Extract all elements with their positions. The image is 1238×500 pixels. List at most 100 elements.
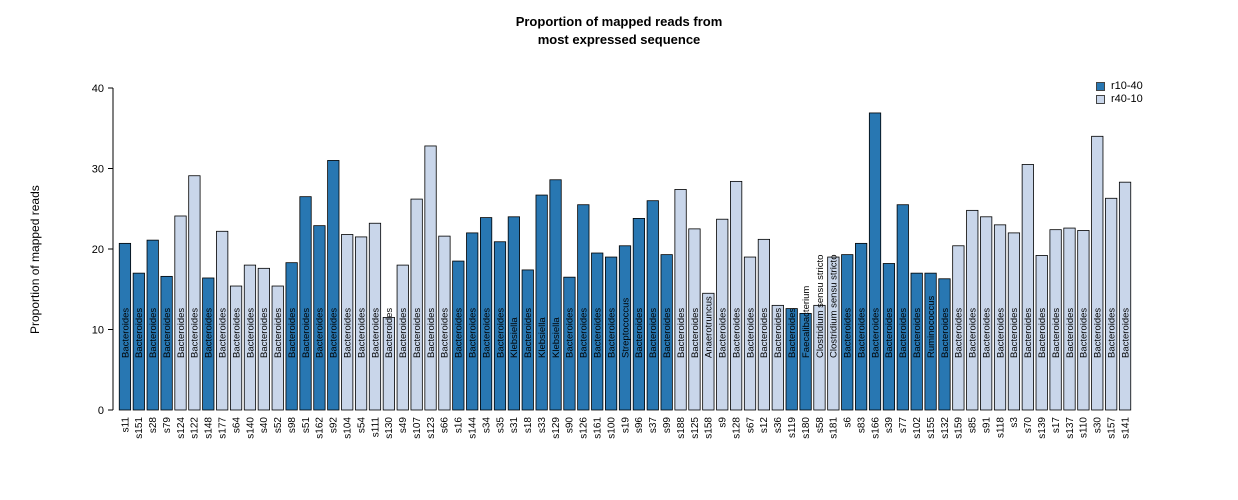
bar — [410, 198, 423, 411]
x-tick-label: s39 — [884, 417, 895, 434]
bar-taxon-label: Bacteroides — [1051, 308, 1062, 358]
bar — [841, 254, 854, 411]
bar — [202, 277, 215, 411]
x-tick-label: s124 — [176, 417, 187, 439]
bar-taxon-label: Bacteroides — [662, 308, 673, 358]
bar — [660, 254, 673, 411]
bar — [1105, 197, 1118, 411]
bar — [229, 285, 243, 411]
bar — [799, 312, 812, 411]
bar — [271, 285, 284, 411]
legend-swatch-light — [1096, 95, 1105, 104]
x-tick-label: s126 — [579, 417, 590, 439]
bar-taxon-label: Bacteroides — [1120, 308, 1131, 358]
x-tick-label: s58 — [815, 417, 826, 434]
x-tick-label: s166 — [870, 417, 881, 439]
x-tick-label: s107 — [412, 417, 423, 439]
bar-taxon-label: Bacteroides — [454, 308, 465, 358]
bar-taxon-label: Faecalibacterium — [801, 286, 812, 358]
x-tick-label: s90 — [565, 417, 576, 434]
bar-taxon-label: Bacteroides — [940, 308, 951, 358]
bar-taxon-label: Bacteroides — [898, 308, 909, 358]
y-tick-label: 40 — [92, 83, 104, 95]
legend: r10-40 r40-10 — [1096, 80, 1143, 106]
bar — [396, 264, 409, 411]
bar-taxon-label: Bacteroides — [134, 308, 145, 358]
x-tick-label: s11 — [120, 417, 131, 433]
legend-swatch-dark — [1096, 82, 1105, 91]
bar — [605, 256, 618, 411]
bar — [730, 180, 743, 411]
bar — [132, 272, 145, 411]
x-tick-label: s70 — [1023, 417, 1034, 434]
x-tick-label: s12 — [759, 417, 770, 434]
bar-taxon-label: Bacteroides — [1009, 308, 1020, 358]
x-tick-label: s110 — [1079, 417, 1090, 438]
bar — [993, 224, 1007, 411]
x-tick-label: s157 — [1106, 417, 1117, 439]
x-tick-label: s161 — [593, 417, 604, 439]
legend-label-r40-10: r40-10 — [1111, 93, 1143, 105]
y-tick-label: 0 — [98, 405, 104, 417]
bar — [646, 200, 659, 411]
bar-taxon-label: Bacteroides — [1065, 308, 1076, 358]
x-tick-label: s181 — [829, 417, 840, 439]
x-tick-label: s162 — [315, 417, 326, 439]
bar-taxon-label: Bacteroides — [745, 308, 756, 358]
bar — [549, 179, 562, 411]
x-tick-label: s111 — [370, 417, 381, 438]
bar-taxon-label: Bacteroides — [787, 308, 798, 358]
bar — [299, 196, 312, 411]
bar-taxon-label: Klebsiella — [537, 317, 548, 358]
bar — [743, 256, 757, 411]
bar — [771, 304, 784, 411]
bar-taxon-label: Bacteroides — [606, 308, 617, 358]
x-tick-label: s35 — [495, 417, 506, 434]
bar — [382, 317, 395, 411]
x-tick-label: s155 — [926, 417, 937, 439]
bar-taxon-label: Bacteroides — [190, 308, 201, 358]
bar — [313, 225, 326, 411]
x-tick-label: s96 — [634, 417, 645, 434]
bar — [1021, 164, 1034, 411]
bar-taxon-label: Bacteroides — [495, 308, 506, 358]
bar-taxon-label: Bacteroides — [565, 308, 576, 358]
x-tick-label: s40 — [259, 417, 270, 434]
bar-taxon-label: Anaerotruncus — [704, 296, 715, 358]
bar-taxon-label: Bacteroides — [370, 308, 381, 358]
bar — [924, 272, 937, 411]
bar-taxon-label: Bacteroides — [1079, 308, 1090, 358]
bar-taxon-label: Bacteroides — [440, 308, 451, 358]
x-tick-label: s92 — [329, 417, 340, 434]
bar-taxon-label: Bacteroides — [287, 308, 298, 358]
x-tick-label: s104 — [342, 417, 353, 439]
bar — [452, 260, 465, 411]
bar — [855, 242, 868, 411]
x-tick-label: s151 — [134, 417, 145, 439]
bar — [354, 236, 368, 411]
bar — [1035, 255, 1048, 411]
bar — [424, 145, 437, 411]
bar-taxon-label: Bacteroides — [981, 308, 992, 358]
bar — [952, 245, 965, 411]
bar-taxon-label: Bacteroides — [870, 308, 881, 358]
bar-taxon-label: Bacteroides — [856, 308, 867, 358]
bar — [341, 234, 354, 411]
bar — [702, 292, 715, 411]
bar-taxon-label: Bacteroides — [718, 308, 729, 358]
bar — [827, 256, 840, 411]
bar-taxon-label: Bacteroides — [315, 308, 326, 358]
bar-taxon-label: Bacteroides — [968, 308, 979, 358]
bar-taxon-label: Streptococcus — [620, 298, 631, 358]
bar-taxon-label: Bacteroides — [259, 308, 270, 358]
bar — [674, 189, 687, 411]
bar — [216, 230, 229, 411]
x-tick-label: s19 — [620, 417, 631, 434]
y-axis-label: Proportion of mapped reads — [28, 185, 42, 334]
bar-taxon-label: Bacteroides — [148, 308, 159, 358]
bar — [632, 218, 645, 411]
x-tick-label: s137 — [1065, 417, 1076, 439]
bar-taxon-label: Bacteroides — [1037, 308, 1048, 358]
x-tick-label: s128 — [731, 417, 742, 439]
